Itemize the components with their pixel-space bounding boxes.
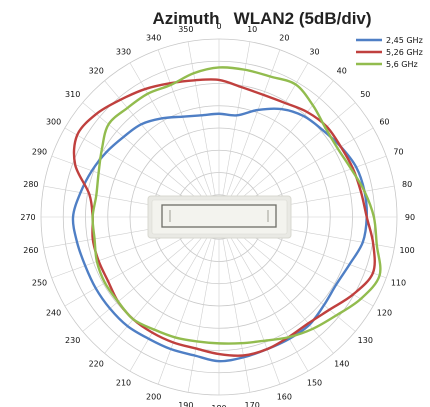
grid-spoke <box>218 216 334 354</box>
legend-label: 5,6 GHz <box>386 60 418 69</box>
angle-tick-label: 170 <box>245 401 260 407</box>
angle-tick-label: 270 <box>20 213 35 222</box>
angle-tick-label: 220 <box>89 359 104 368</box>
grid-spoke <box>218 49 281 218</box>
angle-tick-label: 30 <box>309 48 319 57</box>
angle-tick-label: 230 <box>65 336 80 345</box>
angle-tick-label: 260 <box>23 246 38 255</box>
chart-title: Azimuth WLAN2 (5dB/div) <box>152 9 371 28</box>
angle-tick-label: 70 <box>393 148 403 157</box>
angle-tick-label: 290 <box>32 148 47 157</box>
grid-spoke <box>218 80 334 218</box>
grid-spoke <box>157 49 220 218</box>
angle-tick-label: 120 <box>377 309 392 318</box>
angle-ticks: 0 10 20 30 40 50 60 70 80 90 100 110 120 130 140 150 160… <box>20 22 415 407</box>
angle-tick-label: 50 <box>360 90 370 99</box>
angle-tick-label: 20 <box>279 34 289 43</box>
grid-spoke <box>104 80 220 218</box>
grid-spoke <box>218 216 281 385</box>
angle-tick-label: 160 <box>277 392 292 401</box>
grid-spoke <box>218 216 251 393</box>
angle-tick-label: 340 <box>146 34 161 43</box>
grid-spoke <box>218 62 309 218</box>
legend: 2,45 GHz 5,26 GHz 5,6 GHz <box>356 36 423 69</box>
angle-tick-label: 110 <box>391 278 406 287</box>
series-group <box>71 66 382 363</box>
legend-label: 2,45 GHz <box>386 36 423 45</box>
angle-tick-label: 130 <box>358 336 373 345</box>
legend-label: 5,26 GHz <box>386 48 423 57</box>
angle-tick-label: 60 <box>379 118 389 127</box>
grid-spoke <box>104 216 220 354</box>
angle-tick-label: 90 <box>405 213 415 222</box>
angle-tick-label: 40 <box>337 67 347 76</box>
device-image <box>147 195 292 239</box>
angle-tick-label: 320 <box>89 67 104 76</box>
grid-spoke <box>218 216 309 372</box>
angle-tick-label: 180 <box>211 404 226 407</box>
grid-spoke <box>129 216 220 372</box>
grid-spoke <box>187 41 220 218</box>
angle-tick-label: 100 <box>399 246 414 255</box>
angle-tick-label: 210 <box>116 378 131 387</box>
angle-tick-label: 310 <box>65 90 80 99</box>
series-line-3 <box>91 66 382 345</box>
angle-tick-label: 0 <box>216 22 221 31</box>
angle-tick-label: 80 <box>402 180 412 189</box>
series-line-2 <box>72 78 376 357</box>
angle-tick-label: 10 <box>247 25 257 34</box>
grid-spoke <box>187 216 220 393</box>
angle-tick-label: 240 <box>46 309 61 318</box>
angle-tick-label: 140 <box>334 359 349 368</box>
angle-tick-label: 200 <box>146 392 161 401</box>
angle-tick-label: 150 <box>307 378 322 387</box>
angle-tick-label: 250 <box>32 278 47 287</box>
angle-tick-label: 350 <box>178 25 193 34</box>
angle-tick-label: 280 <box>23 180 38 189</box>
angle-tick-label: 330 <box>116 48 131 57</box>
grid-spoke <box>157 216 220 385</box>
angle-tick-label: 190 <box>178 401 193 407</box>
angle-tick-label: 300 <box>46 118 61 127</box>
